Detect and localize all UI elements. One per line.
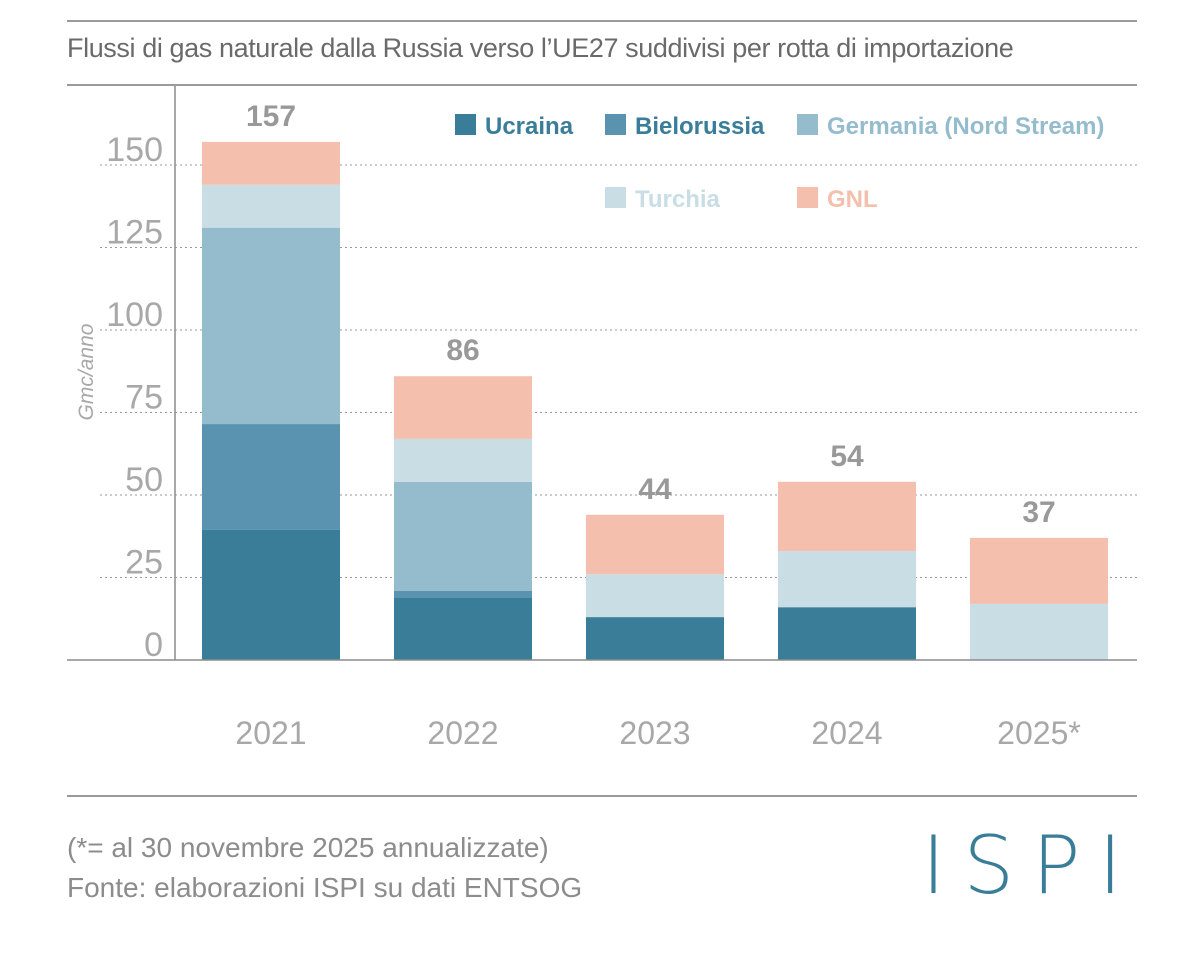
bar-segment-gnl-2024 — [778, 481, 916, 552]
total-label-2025: 37 — [1022, 496, 1055, 529]
legend-swatch-ucraina — [455, 114, 476, 135]
y-axis-label: Gmc/anno — [75, 323, 98, 420]
legend-label-germania-nord-stream: Germania (Nord Stream) — [827, 113, 1104, 140]
x-tick-label-2024: 2024 — [811, 715, 882, 751]
legend-label-gnl: GNL — [827, 186, 878, 213]
bar-segment-turchia-2024 — [778, 551, 916, 608]
bar-segment-gnl-2021 — [202, 141, 340, 185]
y-tick-label: 75 — [125, 379, 163, 417]
chart-title: Flussi di gas naturale dalla Russia vers… — [67, 33, 1014, 63]
ispi-logo: ISPI — [921, 819, 1140, 912]
bar-segment-turchia-2021 — [202, 184, 340, 228]
bar-segment-germania-nord-stream--2022 — [394, 481, 532, 591]
legend-swatch-gnl — [797, 187, 818, 208]
y-tick-layer: 0 25 50 75 100 125 150 — [106, 131, 163, 664]
bar-layer — [202, 141, 1108, 660]
legend-swatch-bielorussia — [605, 114, 626, 135]
bar-segment-gnl-2023 — [586, 514, 724, 575]
footer-rule — [67, 795, 1137, 797]
legend: Ucraina Bielorussia Germania (Nord Stream)… — [455, 113, 1104, 213]
bar-segment-ucraina-2024 — [778, 607, 916, 660]
bar-segment-gnl-2022 — [394, 376, 532, 439]
legend-label-ucraina: Ucraina — [485, 113, 574, 140]
y-tick-label: 100 — [106, 296, 163, 334]
bar-segment-ucraina-2021 — [202, 529, 340, 660]
source-note: Fonte: elaborazioni ISPI su dati ENTSOG — [67, 872, 583, 903]
y-tick-label: 150 — [106, 131, 163, 169]
bar-segment-ucraina-2023 — [586, 617, 724, 660]
bar-segment-gnl-2025 — [970, 537, 1108, 604]
bar-segment-turchia-2022 — [394, 438, 532, 482]
total-label-2024: 54 — [830, 440, 864, 473]
total-label-2023: 44 — [638, 473, 672, 506]
bar-segment-turchia-2023 — [586, 574, 724, 618]
total-label-2022: 86 — [446, 334, 479, 367]
x-tick-label-2022: 2022 — [427, 715, 498, 751]
total-label-2021: 157 — [246, 100, 296, 133]
footnote: (*= al 30 novembre 2025 annualizzate) — [67, 832, 549, 863]
bar-segment-ucraina-2022 — [394, 597, 532, 660]
y-tick-label: 0 — [144, 626, 163, 664]
legend-label-turchia: Turchia — [635, 186, 721, 213]
title-rule — [67, 84, 1137, 86]
bar-segment-bielorussia-2022 — [394, 590, 532, 598]
x-tick-label-2025: 2025* — [997, 715, 1081, 751]
y-tick-label: 50 — [125, 461, 163, 499]
legend-swatch-germania-nord-stream — [797, 114, 818, 135]
legend-swatch-turchia — [605, 187, 626, 208]
x-tick-layer: 2021 2022 2023 2024 2025* — [235, 715, 1080, 751]
bar-segment-germania-nord-stream--2021 — [202, 227, 340, 425]
total-label-layer: 157 86 44 54 37 — [246, 100, 1056, 529]
top-rule — [67, 20, 1137, 22]
y-tick-label: 125 — [106, 214, 163, 252]
x-tick-label-2021: 2021 — [235, 715, 306, 751]
x-tick-label-2023: 2023 — [619, 715, 690, 751]
bar-segment-bielorussia-2021 — [202, 424, 340, 530]
bar-segment-turchia-2025 — [970, 603, 1108, 660]
y-tick-label: 25 — [125, 544, 163, 582]
legend-label-bielorussia: Bielorussia — [635, 113, 765, 140]
